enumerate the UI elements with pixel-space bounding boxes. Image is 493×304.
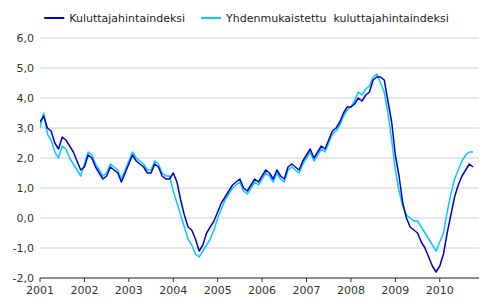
x-axis: 2001 2002 2003 2004 2005 2006 2007 2008 2009 2010 [26,278,479,297]
x-tick [350,278,351,282]
x-tick [84,278,85,282]
y-tick-label: 6,0 [17,32,35,45]
x-tick-label: 2010 [426,284,454,297]
x-tick-label: 2008 [337,284,365,297]
legend-item: Yhdenmukaistettu kuluttajahintaindeksi [201,12,449,25]
y-tick-label: 4,0 [17,92,35,105]
legend-swatch [44,17,64,19]
legend-item: Kuluttajahintaindeksi [44,12,185,25]
x-tick-label: 2001 [26,284,54,297]
grid-line [40,128,479,129]
x-tick-label: 2002 [70,284,98,297]
grid-line [40,98,479,99]
grid-line [40,158,479,159]
x-tick [262,278,263,282]
chart: -2,0-1,00,01,02,03,04,05,06,020012002200… [0,0,493,304]
y-tick-label: 0,0 [17,212,35,225]
x-axis-line [40,278,479,279]
y-tick-label: 3,0 [17,122,35,135]
x-tick-label: 2006 [248,284,276,297]
y-axis: -2,0-1,00,01,02,03,04,05,06,0 [13,32,479,285]
grid-line [40,218,479,219]
x-tick-label: 2003 [115,284,143,297]
x-tick [439,278,440,282]
y-tick-label: 2,0 [17,152,35,165]
y-tick-label: 5,0 [17,62,35,75]
grid-line [40,68,479,69]
x-tick [217,278,218,282]
legend: Kuluttajahintaindeksi Yhdenmukaistettu ku… [44,12,449,25]
x-tick [306,278,307,282]
series-line [40,74,473,257]
x-tick [128,278,129,282]
x-tick [173,278,174,282]
grid-line [40,248,479,249]
x-tick-label: 2004 [159,284,187,297]
x-tick [40,278,41,282]
x-tick-label: 2005 [204,284,232,297]
x-tick-label: 2007 [293,284,321,297]
legend-label: Kuluttajahintaindeksi [69,12,185,25]
x-tick [395,278,396,282]
x-tick-label: 2009 [381,284,409,297]
y-tick-label: -1,0 [13,242,34,255]
legend-label: Yhdenmukaistettu kuluttajahintaindeksi [225,12,449,25]
grid-line [40,188,479,189]
legend-swatch [201,17,221,19]
plot-area [40,74,473,272]
grid-line [40,278,479,279]
y-tick-label: 1,0 [17,182,35,195]
series-line [40,77,473,272]
grid-line [40,38,479,39]
